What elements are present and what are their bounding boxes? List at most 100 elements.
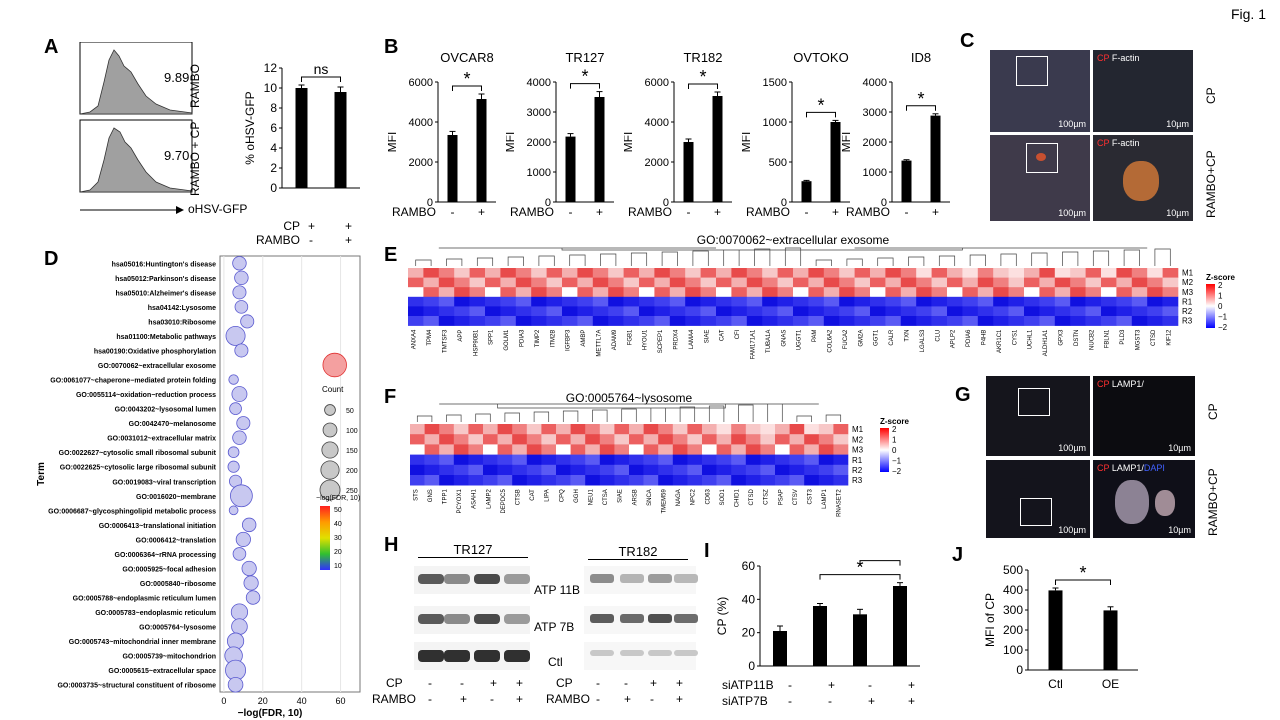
heatmap-cell	[623, 268, 640, 278]
stain-factin: F-actin	[1111, 138, 1140, 148]
heatmap-cell	[762, 296, 778, 307]
bar	[853, 614, 867, 666]
heatmap-e: GO:0070062~extracellular exosome M1M2M3R1…	[408, 233, 1235, 359]
heatmap-cell	[716, 306, 732, 317]
heatmap-cell	[469, 316, 486, 326]
zscore-bar	[1206, 284, 1215, 328]
heatmap-cell	[468, 454, 484, 466]
bubble	[236, 416, 251, 431]
bubble	[234, 270, 249, 286]
y-axis-label: Term	[36, 462, 47, 486]
stain-cp: CP	[1097, 379, 1110, 389]
heatmap-gene-label: PAM	[812, 330, 818, 343]
blot-label-atp7b: ATP 7B	[534, 620, 575, 634]
heatmap-cell	[777, 268, 794, 278]
heatmap-cell	[453, 454, 469, 466]
heatmap-cell	[977, 306, 994, 317]
heatmap-cell	[408, 268, 424, 278]
heatmap-cell	[1147, 316, 1163, 326]
stain-label: CP LAMP1/	[1097, 379, 1144, 389]
heatmap-cell	[808, 296, 825, 307]
heatmap-cell	[823, 287, 840, 298]
heatmap-cell	[685, 306, 701, 317]
bar	[893, 586, 907, 666]
heatmap-cell	[512, 464, 528, 476]
heatmap-cell	[808, 277, 825, 288]
chart-title: TR182	[683, 50, 722, 65]
heatmap-cell	[870, 306, 886, 317]
bar	[1048, 590, 1063, 670]
heatmap-cell	[599, 434, 615, 445]
term-label: hsa04142:Lysosome	[148, 305, 216, 312]
heatmap-gene-label: SPP1	[489, 329, 495, 345]
heatmap-cell	[497, 475, 513, 486]
heatmap-cell	[608, 287, 624, 298]
heatmap-cell	[731, 434, 747, 445]
heatmap-cell	[608, 316, 624, 326]
heatmap-cell	[423, 296, 440, 307]
heatmap-cell	[526, 424, 542, 435]
significance-bracket	[819, 574, 901, 580]
heatmap-cell	[870, 268, 886, 278]
heatmap-cell	[408, 287, 424, 298]
heatmap-cell	[818, 475, 834, 486]
heatmap-cell	[623, 296, 640, 307]
heatmap-cell	[577, 287, 594, 298]
bubble	[228, 505, 239, 516]
heatmap-cell	[639, 316, 655, 326]
legend-count-label: 250	[346, 488, 358, 495]
heatmap-cell	[585, 444, 601, 455]
zscore-tick-label: 0	[1218, 302, 1223, 311]
heatmap-cell	[669, 296, 686, 307]
y-tick-label: 6	[270, 121, 277, 135]
stain-label: CP F-actin	[1097, 138, 1139, 148]
flow-histogram-bottom	[79, 127, 193, 193]
heatmap-cell	[546, 287, 563, 298]
heatmap-cell	[870, 277, 886, 288]
scale-text: 100µm	[1058, 525, 1086, 535]
legend-count-circle	[321, 441, 339, 459]
y-tick-label: 4000	[645, 117, 669, 129]
heatmap-cell	[716, 287, 732, 298]
heatmap-cell	[839, 277, 855, 288]
legend-count-circle	[319, 479, 341, 501]
heatmap-cell	[760, 434, 776, 445]
y-tick-label: 6000	[645, 77, 669, 89]
term-label: GO:0005743~mitochondrial inner membrane	[69, 639, 216, 646]
heatmap-cell	[672, 475, 688, 486]
x-tick-label: 40	[297, 696, 307, 706]
heatmap-cell	[643, 454, 659, 466]
heatmap-cell	[512, 434, 528, 445]
heatmap-cell	[556, 444, 571, 455]
heatmap-cell	[500, 306, 517, 317]
heatmap-cell	[585, 464, 601, 476]
heatmap-cell	[577, 296, 594, 307]
heatmap-cell	[1008, 268, 1025, 278]
heatmap-gene-label: SCPEP1	[658, 329, 664, 353]
bar	[683, 142, 694, 202]
zscore-title: Z-score	[880, 417, 909, 426]
b-row-label-4: RAMBO	[746, 205, 791, 219]
heatmap-gene-label: PCYOX1	[457, 489, 463, 514]
heatmap-cell	[485, 277, 501, 288]
heatmap-cell	[1116, 287, 1133, 298]
term-label: GO:0005840~ribosome	[140, 581, 216, 588]
heatmap-cell	[439, 454, 455, 466]
heatmap-cell	[438, 287, 455, 298]
chart-title: TR127	[565, 50, 604, 65]
heatmap-cell	[408, 277, 424, 288]
heatmap-gene-label: AKR1C1	[997, 329, 1003, 353]
panel-label-e: E	[384, 244, 398, 266]
heatmap-cell	[745, 475, 761, 486]
heatmap-cell	[1039, 268, 1056, 278]
x-sign-label: -	[569, 205, 573, 219]
heatmap-cell	[639, 306, 655, 317]
chart-d: 0 20 40 60 −log(FDR, 10) Term hsa05016:Hunting…	[36, 255, 361, 718]
heatmap-cell	[823, 306, 840, 317]
x-axis-label: −log(FDR, 10)	[238, 708, 303, 718]
heatmap-cell	[1054, 277, 1071, 288]
term-label: GO:0006412~translation	[136, 537, 216, 544]
heatmap-cell	[775, 464, 790, 476]
heatmap-cell	[541, 444, 557, 455]
y-axis-label: MFI	[506, 132, 517, 153]
